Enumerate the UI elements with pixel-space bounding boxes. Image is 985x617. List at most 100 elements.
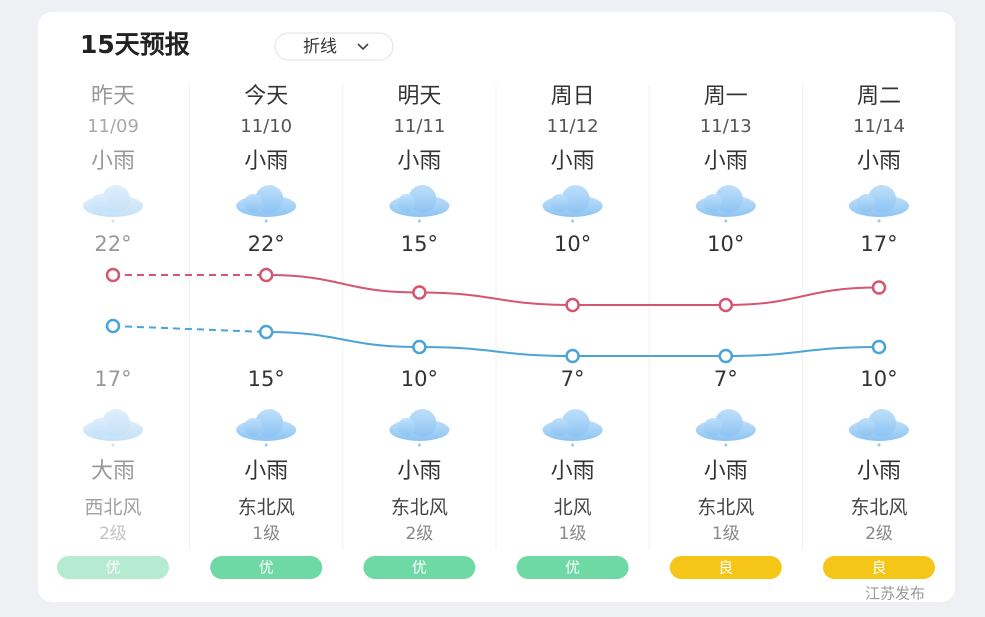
night-weather: 小雨	[857, 459, 901, 484]
low-line-past	[112, 325, 267, 333]
wind-direction: 东北风	[238, 497, 295, 519]
wind-level: 1级	[559, 524, 587, 544]
mode-label[interactable]: 折线	[303, 37, 337, 57]
day-weather: 小雨	[704, 149, 748, 174]
low-point	[412, 339, 427, 355]
dropdown-arrow[interactable]	[357, 43, 369, 51]
low-point	[105, 318, 121, 334]
day-name: 明天	[397, 84, 441, 109]
cloud-icon	[868, 185, 896, 213]
cloud-icon	[714, 185, 743, 213]
cloud-icon	[703, 418, 722, 436]
rain-drop	[264, 219, 268, 223]
high-temp: 10°	[554, 232, 591, 256]
low-point	[258, 324, 274, 340]
rain-drop	[417, 219, 421, 223]
low-temp: 10°	[401, 367, 438, 391]
cloud-icon	[408, 185, 437, 213]
day-name: 周日	[551, 84, 595, 109]
day-weather: 小雨	[551, 149, 595, 174]
aqi-label: 优	[105, 559, 120, 577]
night-weather: 小雨	[551, 459, 595, 484]
aqi-badge	[363, 556, 476, 579]
cloud-icon	[397, 418, 416, 436]
date: 11/13	[700, 116, 752, 137]
high-temp: 22°	[248, 232, 285, 256]
cloud-icon	[102, 409, 130, 437]
day-weather: 小雨	[244, 149, 288, 174]
wind-direction: 东北风	[697, 497, 754, 519]
date: 11/11	[393, 116, 445, 137]
low-temp: 10°	[860, 367, 897, 391]
day-name: 昨天	[91, 84, 135, 109]
wind-level: 1级	[252, 524, 280, 544]
cloud-icon	[408, 409, 437, 437]
wind-direction: 北风	[554, 497, 592, 519]
low-temp: 17°	[94, 367, 131, 391]
cloud-icon	[868, 409, 896, 437]
low-point	[871, 339, 887, 355]
date: 11/09	[87, 116, 139, 137]
cloud-icon	[244, 194, 263, 212]
aqi-label: 良	[871, 559, 886, 577]
date: 11/14	[853, 116, 905, 137]
wind-level: 2级	[865, 524, 893, 544]
high-point	[105, 267, 121, 283]
low-temp: 7°	[561, 367, 585, 391]
cloud-icon	[550, 418, 569, 436]
high-point	[718, 297, 734, 313]
rain-drop	[111, 219, 115, 223]
wind-direction: 西北风	[84, 497, 141, 519]
temperature-lines	[105, 267, 887, 364]
cloud-icon	[102, 185, 130, 213]
aqi-badge	[516, 556, 629, 579]
night-weather: 大雨	[91, 459, 135, 484]
wind-direction: 东北风	[850, 497, 907, 519]
low-temp: 7°	[714, 367, 738, 391]
cloud-icon	[397, 194, 416, 212]
rain-drop	[571, 443, 575, 447]
date: 11/10	[240, 116, 292, 137]
high-temp: 10°	[707, 232, 744, 256]
cloud-icon	[91, 418, 109, 436]
low-point	[565, 348, 580, 364]
low-temp: 15°	[248, 367, 285, 391]
day-weather: 小雨	[397, 149, 441, 174]
aqi-label: 优	[259, 559, 274, 577]
low-point	[718, 348, 734, 364]
cloud-icon	[714, 409, 743, 437]
rain-drop	[724, 219, 728, 223]
day-name: 周一	[704, 84, 748, 109]
high-temp: 22°	[94, 232, 131, 256]
mode-toggle[interactable]	[274, 32, 394, 61]
cloud-icon	[91, 194, 109, 212]
day-weather: 小雨	[857, 149, 901, 174]
aqi-label: 良	[718, 559, 733, 577]
cloud-icon	[857, 194, 875, 212]
rain-drop	[264, 443, 268, 447]
cloud-icon	[255, 409, 284, 437]
aqi-badge	[57, 556, 169, 579]
rain-drop	[877, 443, 881, 447]
wind-level: 2级	[405, 524, 433, 544]
high-point	[412, 285, 427, 300]
aqi-badge	[669, 556, 782, 579]
rain-drop	[111, 443, 115, 447]
cloud-icon	[561, 409, 590, 437]
night-weather: 小雨	[704, 459, 748, 484]
cloud-icon	[857, 418, 875, 436]
high-point	[871, 280, 887, 295]
cloud-icon	[244, 418, 263, 436]
aqi-badge	[210, 556, 323, 579]
night-weather: 小雨	[244, 459, 288, 484]
day-name: 今天	[244, 84, 288, 109]
date: 11/12	[547, 116, 599, 137]
rain-drop	[417, 443, 421, 447]
rain-drop	[571, 219, 575, 223]
